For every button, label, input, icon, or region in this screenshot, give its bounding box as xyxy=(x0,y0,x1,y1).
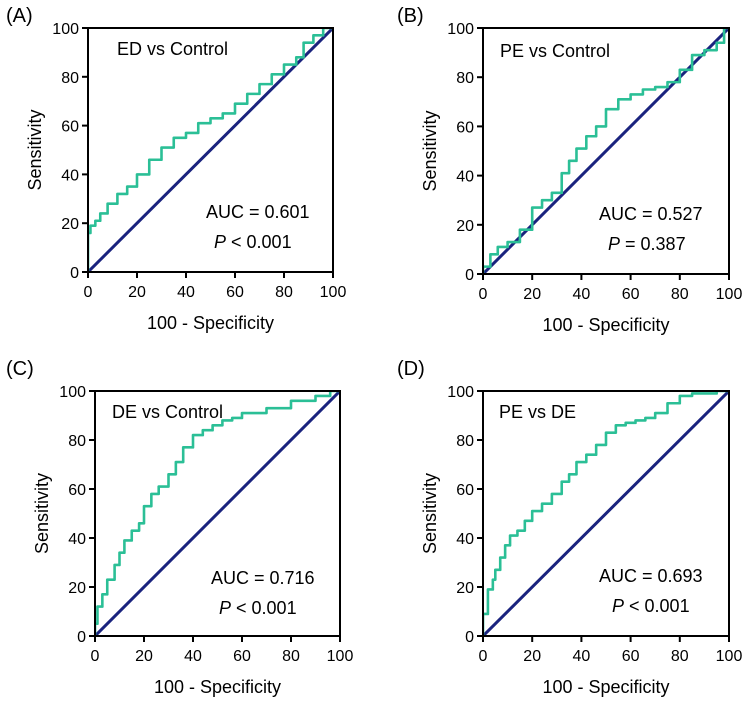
p-value: < 0.001 xyxy=(231,598,297,618)
panel-label: (B) xyxy=(397,5,424,27)
y-tick-label: 0 xyxy=(77,629,86,646)
x-tick-label: 40 xyxy=(573,286,591,303)
panel-label: (D) xyxy=(397,358,425,380)
x-tick-label: 80 xyxy=(671,648,689,665)
x-axis-label: 100 - Specificity xyxy=(542,315,669,335)
y-tick-label: 40 xyxy=(68,531,86,548)
plot-frame xyxy=(94,390,341,637)
p-symbol: P xyxy=(219,598,231,618)
reference-line xyxy=(483,391,729,636)
p-symbol: P xyxy=(608,234,620,254)
y-tick-label: 80 xyxy=(456,433,474,450)
p-value-annotation: P < 0.001 xyxy=(612,596,690,616)
y-tick-label: 60 xyxy=(68,482,86,499)
x-tick-label: 20 xyxy=(135,648,153,665)
roc-curve xyxy=(88,28,333,272)
y-tick-label: 40 xyxy=(456,531,474,548)
roc-curve xyxy=(95,391,340,636)
p-value: < 0.001 xyxy=(226,232,292,252)
plot-frame xyxy=(87,27,334,273)
x-tick-label: 100 xyxy=(716,286,743,303)
x-tick-label: 100 xyxy=(327,648,354,665)
y-tick-label: 0 xyxy=(465,267,474,284)
y-tick-label: 60 xyxy=(456,119,474,136)
plot-frame xyxy=(482,390,730,637)
p-value-annotation: P = 0.387 xyxy=(608,234,686,254)
x-axis-label: 100 - Specificity xyxy=(147,313,274,333)
y-tick-label: 0 xyxy=(70,265,79,282)
x-tick-label: 60 xyxy=(233,648,251,665)
y-tick-label: 80 xyxy=(456,70,474,87)
roc-panel-3: (C) 0 20 40 60 80 100 0 20 40 60 80 100 100 - Specifi… xyxy=(6,358,353,697)
y-tick-label: 100 xyxy=(447,384,474,401)
y-axis-label: Sensitivity xyxy=(420,473,440,554)
chart-title: ED vs Control xyxy=(117,39,228,59)
roc-panel-1: (A) 0 20 40 60 80 100 0 20 40 60 80 100 100 - Specifi… xyxy=(6,5,346,333)
y-axis-label: Sensitivity xyxy=(32,473,52,554)
y-tick-label: 100 xyxy=(59,384,86,401)
roc-panel-2: (B) 0 20 40 60 80 100 0 20 40 60 80 100 100 - Specifi… xyxy=(397,5,742,335)
x-tick-label: 100 xyxy=(716,648,743,665)
p-value-annotation: P < 0.001 xyxy=(214,232,292,252)
x-axis-label: 100 - Specificity xyxy=(542,677,669,697)
chart-title: PE vs DE xyxy=(499,402,576,422)
x-tick-label: 40 xyxy=(184,648,202,665)
x-tick-label: 0 xyxy=(84,284,93,301)
y-tick-label: 100 xyxy=(52,21,79,38)
x-tick-label: 0 xyxy=(479,648,488,665)
y-tick-label: 20 xyxy=(68,580,86,597)
p-value: = 0.387 xyxy=(620,234,686,254)
p-value-annotation: P < 0.001 xyxy=(219,598,297,618)
x-tick-label: 60 xyxy=(622,286,640,303)
p-symbol: P xyxy=(612,596,624,616)
auc-annotation: AUC = 0.693 xyxy=(599,566,703,586)
chart-title: DE vs Control xyxy=(112,402,223,422)
y-tick-label: 40 xyxy=(456,169,474,186)
y-tick-label: 0 xyxy=(465,629,474,646)
x-axis-label: 100 - Specificity xyxy=(154,677,281,697)
panel-label: (A) xyxy=(6,5,33,27)
y-tick-label: 40 xyxy=(61,167,79,184)
y-tick-label: 80 xyxy=(68,433,86,450)
auc-annotation: AUC = 0.601 xyxy=(206,202,310,222)
x-tick-label: 80 xyxy=(282,648,300,665)
roc-panel-4: (D) 0 20 40 60 80 100 0 20 40 60 80 100 100 - Specifi… xyxy=(397,358,742,697)
y-tick-label: 20 xyxy=(456,580,474,597)
x-tick-label: 40 xyxy=(177,284,195,301)
x-tick-label: 0 xyxy=(91,648,100,665)
chart-title: PE vs Control xyxy=(500,41,610,61)
x-tick-label: 100 xyxy=(320,284,347,301)
plot-frame xyxy=(482,27,730,275)
x-tick-label: 20 xyxy=(128,284,146,301)
panel-label: (C) xyxy=(6,358,34,380)
y-axis-label: Sensitivity xyxy=(25,109,45,190)
p-symbol: P xyxy=(214,232,226,252)
x-tick-label: 60 xyxy=(226,284,244,301)
x-tick-label: 80 xyxy=(275,284,293,301)
x-tick-label: 20 xyxy=(523,286,541,303)
x-tick-label: 60 xyxy=(622,648,640,665)
x-tick-label: 80 xyxy=(671,286,689,303)
x-tick-label: 40 xyxy=(573,648,591,665)
y-tick-label: 80 xyxy=(61,70,79,87)
auc-annotation: AUC = 0.716 xyxy=(211,568,315,588)
y-tick-label: 60 xyxy=(456,482,474,499)
y-tick-label: 100 xyxy=(447,21,474,38)
y-tick-label: 20 xyxy=(61,216,79,233)
auc-annotation: AUC = 0.527 xyxy=(599,204,703,224)
roc-curve xyxy=(483,391,729,636)
roc-curve xyxy=(483,28,729,274)
reference-line xyxy=(95,391,340,636)
reference-line xyxy=(88,28,333,272)
x-tick-label: 0 xyxy=(479,286,488,303)
x-tick-label: 20 xyxy=(523,648,541,665)
y-axis-label: Sensitivity xyxy=(420,110,440,191)
y-tick-label: 60 xyxy=(61,119,79,136)
y-tick-label: 20 xyxy=(456,218,474,235)
p-value: < 0.001 xyxy=(624,596,690,616)
